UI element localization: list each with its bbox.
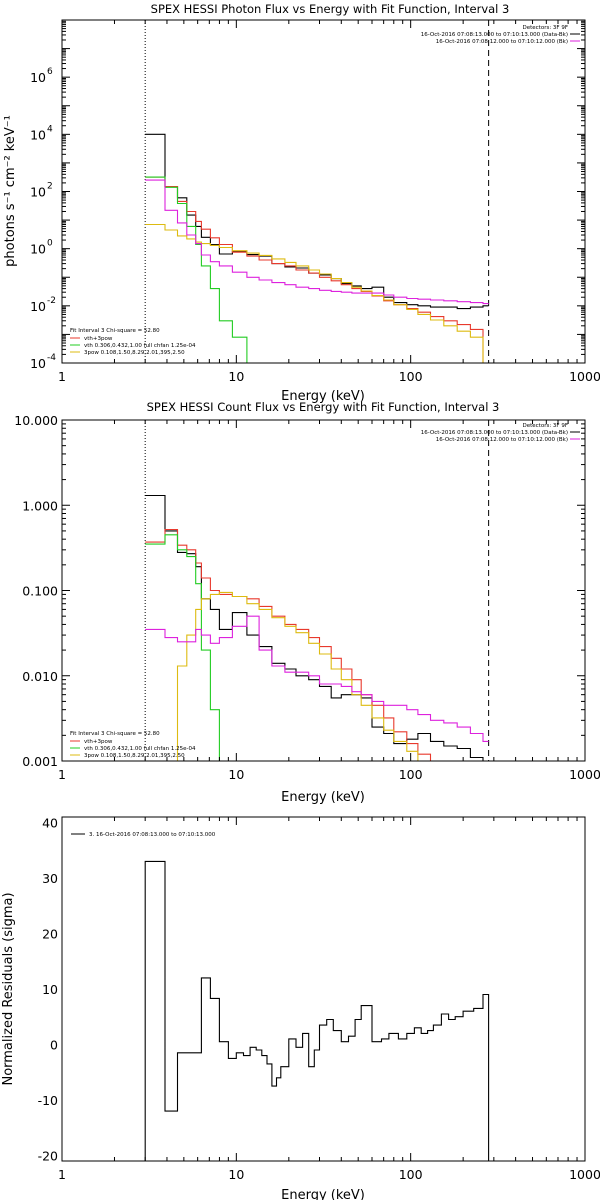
series-background-photon bbox=[145, 179, 489, 305]
y-tick-label: 0 bbox=[50, 1037, 58, 1052]
legend-label-photon-2: 3pow 0.108,1.50,8.29,2.01,395,2.50 bbox=[84, 350, 185, 356]
y-tick-label: 1.000 bbox=[22, 498, 58, 513]
x-tick-label: 100 bbox=[399, 1167, 423, 1182]
x-tick-label: 1 bbox=[58, 369, 66, 384]
chart-title-photon: SPEX HESSI Photon Flux vs Energy with Fi… bbox=[151, 2, 510, 16]
header-bk-interval-count: 16-Oct-2016 07:08:12.000 to 07:10:12.000… bbox=[436, 437, 568, 443]
x-tick-label: 10 bbox=[228, 767, 244, 782]
y-tick-exponent: 6 bbox=[47, 67, 53, 77]
legend-count: Fit Interval 3 Chi-square = 52.80 vth+3p… bbox=[70, 731, 196, 759]
legend-title-count: Fit Interval 3 Chi-square = 52.80 bbox=[70, 731, 160, 737]
plot-frame-count bbox=[61, 419, 586, 762]
series-vth-photon bbox=[145, 176, 248, 363]
plot-frame-residuals bbox=[61, 816, 586, 1162]
y-tick-label: 10 bbox=[42, 982, 58, 997]
x-tick-label: 10 bbox=[228, 369, 244, 384]
y-axis-count: 0.001 0.010 0.100 1.000 10.000 bbox=[14, 413, 585, 769]
y-tick-label: 20 bbox=[42, 927, 58, 942]
x-tick-label: 1 bbox=[58, 1167, 66, 1182]
plot-area-count bbox=[144, 420, 490, 762]
y-axis-residuals: -20 -10 0 10 20 30 40 bbox=[38, 816, 58, 1164]
y-tick-label: 10 bbox=[30, 356, 46, 371]
y-tick-exponent: 0 bbox=[47, 239, 53, 249]
legend-photon: Fit Interval 3 Chi-square = 52.80 vth+3p… bbox=[70, 328, 196, 356]
y-axis-label-photon: photons s⁻¹ cm⁻² keV⁻¹ bbox=[3, 115, 18, 267]
series-residuals-residuals bbox=[144, 860, 490, 1161]
series-3pow-photon bbox=[145, 223, 489, 364]
x-tick-label: 1 bbox=[58, 767, 66, 782]
x-tick-label: 1000 bbox=[569, 1167, 600, 1182]
y-tick-label: 40 bbox=[42, 816, 58, 831]
y-tick-exponent: 2 bbox=[47, 182, 53, 192]
plot-area-photon bbox=[144, 20, 490, 364]
x-tick-label: 100 bbox=[399, 369, 423, 384]
y-tick-label: 0.100 bbox=[22, 584, 58, 599]
y-tick-label: -20 bbox=[38, 1148, 58, 1163]
x-axis-label-residuals: Energy (keV) bbox=[281, 1188, 365, 1200]
header-photon: Detectors: 3F 9F 16-Oct-2016 07:08:13.00… bbox=[421, 25, 580, 45]
y-tick-exponent: -2 bbox=[47, 296, 56, 306]
header-bk-interval-photon: 16-Oct-2016 07:08:12.000 to 07:10:12.000… bbox=[436, 39, 568, 45]
plot-area-residuals bbox=[144, 860, 490, 1161]
legend-title-photon: Fit Interval 3 Chi-square = 52.80 bbox=[70, 328, 160, 334]
y-tick-label: 0.010 bbox=[22, 669, 58, 684]
y-tick-label: 10 bbox=[30, 127, 46, 142]
plot-frame-photon bbox=[61, 19, 586, 364]
legend-label-count-0: vth+3pow bbox=[84, 739, 113, 745]
series-data-count bbox=[145, 494, 489, 762]
series-vth-count bbox=[145, 534, 247, 762]
y-tick-label: 30 bbox=[42, 871, 58, 886]
legend-label-count-2: 3pow 0.108,1.50,8.29,2.01,395,2.50 bbox=[84, 753, 185, 759]
panel-photon-flux: SPEX HESSI Photon Flux vs Energy with Fi… bbox=[3, 2, 600, 404]
y-tick-exponent: -4 bbox=[47, 353, 56, 363]
header-count: Detectors: 3F 9F 16-Oct-2016 07:08:13.00… bbox=[421, 423, 580, 443]
series-fit-total-count bbox=[145, 528, 489, 762]
legend-label-count-1: vth 0.306,0.432,1.00 full chfan 1.25e-04 bbox=[84, 746, 196, 752]
legend-label-residuals-0: 3. 16-Oct-2016 07:08:13.000 to 07:10:13.… bbox=[89, 832, 216, 838]
y-axis-label-residuals: Normalized Residuals (sigma) bbox=[1, 892, 16, 1085]
y-tick-label: 10 bbox=[30, 299, 46, 314]
x-tick-label: 1000 bbox=[569, 767, 600, 782]
x-axis-label-count: Energy (keV) bbox=[281, 790, 365, 805]
header-detectors-photon: Detectors: 3F 9F bbox=[522, 25, 568, 31]
header-data-interval-photon: 16-Oct-2016 07:08:13.000 to 07:10:13.000… bbox=[421, 32, 568, 38]
series-3pow-count bbox=[145, 591, 489, 762]
y-tick-label: 10.000 bbox=[14, 413, 58, 428]
series-background-count bbox=[145, 615, 489, 742]
y-tick-exponent: 4 bbox=[47, 124, 53, 134]
legend-label-photon-0: vth+3pow bbox=[84, 336, 113, 342]
chart-title-count: SPEX HESSI Count Flux vs Energy with Fit… bbox=[147, 400, 500, 414]
x-tick-label: 1000 bbox=[569, 369, 600, 384]
x-tick-label: 100 bbox=[399, 767, 423, 782]
x-axis-label-photon: Energy (keV) bbox=[281, 389, 365, 404]
panel-count-flux: SPEX HESSI Count Flux vs Energy with Fit… bbox=[14, 400, 600, 805]
x-axis-residuals: 1 10 100 1000 bbox=[58, 817, 600, 1182]
y-tick-label: 10 bbox=[30, 185, 46, 200]
y-tick-label: 10 bbox=[30, 70, 46, 85]
y-tick-label: 10 bbox=[30, 242, 46, 257]
x-tick-label: 10 bbox=[228, 1167, 244, 1182]
legend-residuals: 3. 16-Oct-2016 07:08:13.000 to 07:10:13.… bbox=[71, 832, 216, 838]
header-data-interval-count: 16-Oct-2016 07:08:13.000 to 07:10:13.000… bbox=[421, 430, 568, 436]
x-axis-photon: 1 10 100 1000 bbox=[58, 20, 600, 384]
y-tick-label: 0.001 bbox=[22, 754, 58, 769]
y-tick-label: -10 bbox=[38, 1093, 58, 1108]
header-detectors-count: Detectors: 3F 9F bbox=[522, 423, 568, 429]
x-axis-count: 1 10 100 1000 bbox=[58, 420, 600, 782]
legend-label-photon-1: vth 0.306,0.432,1.00 full chfan 1.25e-04 bbox=[84, 343, 196, 349]
